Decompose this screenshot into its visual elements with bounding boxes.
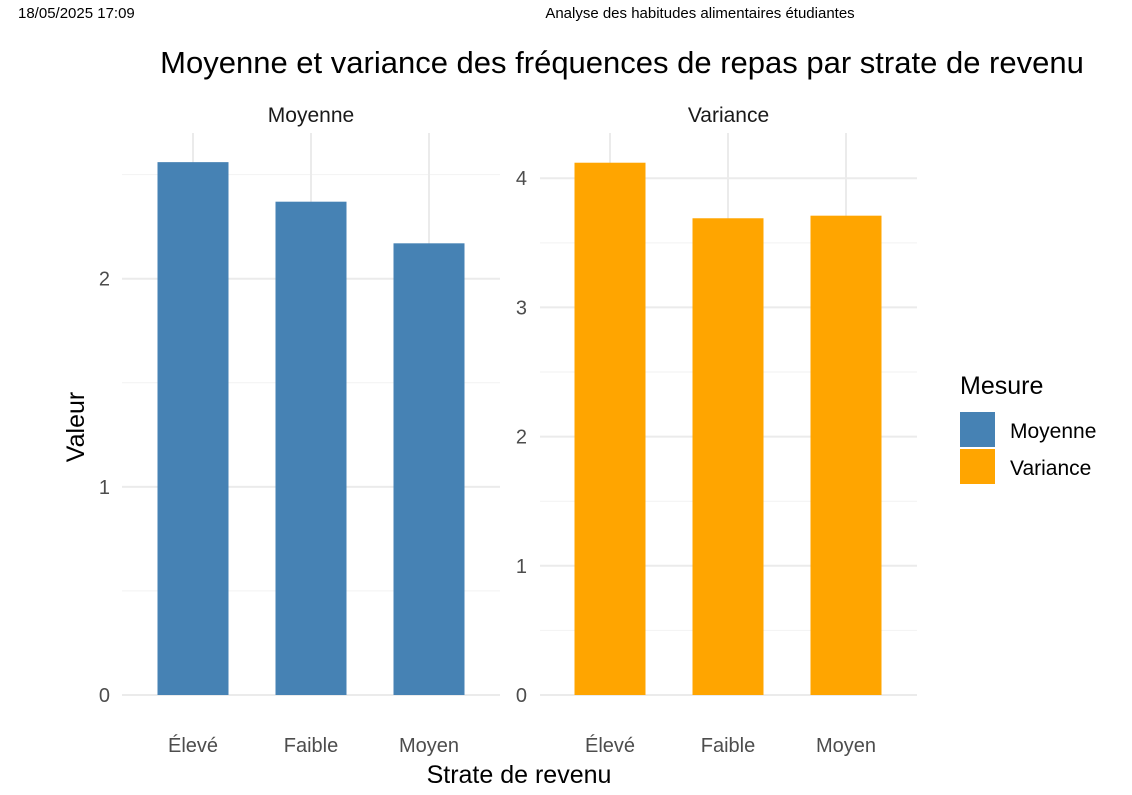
x-tick-label: Moyen [816, 735, 876, 757]
y-tick-label: 2 [516, 427, 527, 449]
legend-key-moyenne [960, 412, 995, 447]
legend: Mesure Moyenne Variance [960, 372, 1096, 484]
legend-key-variance [960, 449, 995, 484]
bar-moyenne-1 [275, 201, 347, 695]
panel-variance: 0 1 2 3 4 Élevé Faible Moyen Variance [516, 104, 917, 757]
bar-variance-2 [810, 215, 882, 695]
x-tick-label: Élevé [585, 734, 635, 757]
legend-label: Moyenne [1010, 420, 1096, 443]
y-tick-label: 1 [99, 477, 110, 499]
x-tick-label: Faible [284, 735, 338, 757]
x-tick-label: Élevé [168, 734, 218, 757]
x-tick-label: Moyen [399, 735, 459, 757]
bar-moyenne-2 [393, 243, 465, 695]
bar-variance-0 [574, 162, 646, 695]
facet-strip-label: Moyenne [268, 104, 354, 127]
y-tick-label: 1 [516, 556, 527, 578]
y-tick-label: 3 [516, 297, 527, 319]
y-tick-label: 4 [516, 168, 527, 190]
header-document-title: Analyse des habitudes alimentaires étudi… [545, 5, 855, 22]
facet-panels: 0 1 2 Élevé Faible Moyen Moyenne 0 1 2 3 4 Élevé Faib… [99, 104, 917, 757]
panel-moyenne: 0 1 2 Élevé Faible Moyen Moyenne [99, 104, 500, 757]
x-tick-label: Faible [701, 735, 755, 757]
y-axis-title: Valeur [62, 392, 90, 462]
legend-label: Variance [1010, 457, 1091, 480]
bar-moyenne-0 [157, 162, 229, 695]
header-date: 18/05/2025 17:09 [18, 5, 135, 22]
x-axis-title: Strate de revenu [427, 761, 612, 789]
y-tick-label: 0 [516, 685, 527, 707]
y-tick-label: 0 [99, 685, 110, 707]
chart-title: Moyenne et variance des fréquences de re… [160, 45, 1084, 80]
y-tick-label: 2 [99, 269, 110, 291]
bar-variance-1 [692, 218, 764, 695]
facet-strip-label: Variance [688, 104, 769, 127]
legend-title: Mesure [960, 372, 1043, 400]
